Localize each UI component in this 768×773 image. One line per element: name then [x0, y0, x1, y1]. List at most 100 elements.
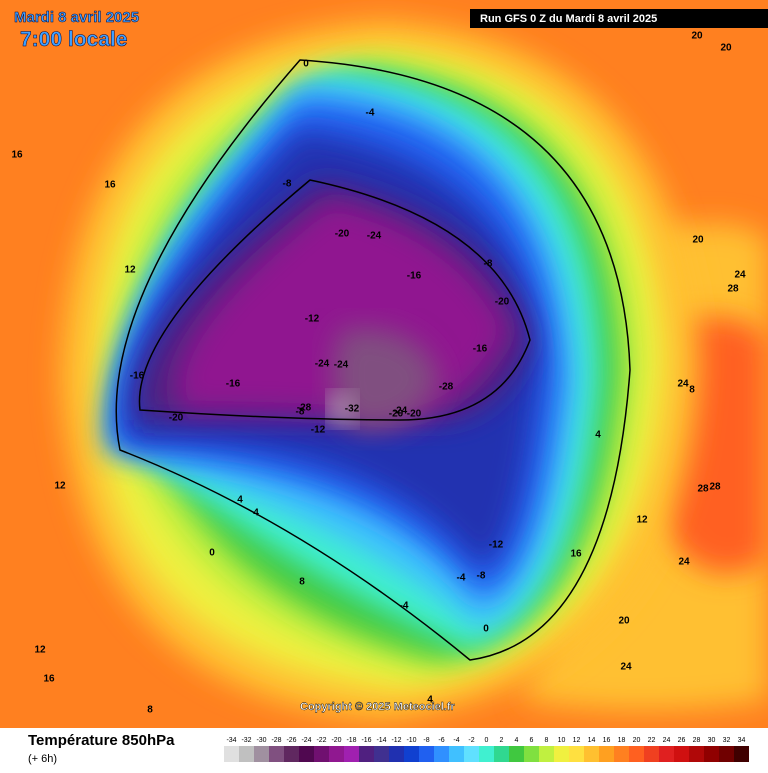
- contour-label: -8: [484, 259, 493, 270]
- colorbar-swatch: [329, 746, 344, 762]
- colorbar-tick-label: 30: [708, 737, 716, 744]
- colorbar-swatch: [479, 746, 494, 762]
- run-info: Run GFS 0 Z du Mardi 8 avril 2025: [480, 13, 657, 25]
- colorbar-tick-label: -26: [286, 737, 296, 744]
- contour-label: 4: [253, 508, 259, 519]
- copyright: Copyright © 2025 Meteociel.fr: [300, 701, 456, 713]
- contour-label: 24: [677, 379, 689, 390]
- colorbar-swatch: [449, 746, 464, 762]
- contour-label: 16: [11, 150, 23, 161]
- colorbar-swatch: [464, 746, 479, 762]
- contour-label: 8: [147, 705, 153, 716]
- colorbar-swatch: [359, 746, 374, 762]
- colorbar-tick-label: 18: [618, 737, 626, 744]
- colorbar-tick-label: -22: [316, 737, 326, 744]
- colorbar-swatch: [494, 746, 509, 762]
- colorbar-swatch: [524, 746, 539, 762]
- contour-label: 20: [692, 235, 704, 246]
- contour-label: -4: [457, 573, 466, 584]
- colorbar-tick-label: -8: [423, 737, 429, 744]
- colorbar-swatch: [314, 746, 329, 762]
- colorbar-tick-label: 10: [558, 737, 566, 744]
- colorbar-tick-label: 14: [588, 737, 596, 744]
- contour-label: -8: [296, 407, 305, 418]
- contour-label: 8: [689, 385, 695, 396]
- contour-label: -12: [489, 540, 504, 551]
- contour-label: -16: [473, 344, 488, 355]
- contour-label: 12: [54, 481, 66, 492]
- colorbar-tick-label: -4: [453, 737, 459, 744]
- colorbar-swatch: [674, 746, 689, 762]
- contour-label: 28: [697, 484, 709, 495]
- contour-label: 0: [483, 624, 489, 635]
- contour-label: 16: [570, 549, 582, 560]
- colorbar-swatch: [569, 746, 584, 762]
- contour-label: -8: [283, 179, 292, 190]
- contour-label: 12: [124, 265, 136, 276]
- colorbar-swatch: [284, 746, 299, 762]
- contour-label: 4: [595, 430, 601, 441]
- temperature-field: [0, 0, 768, 728]
- colorbar-swatch: [614, 746, 629, 762]
- colorbar-swatch: [629, 746, 644, 762]
- contour-label: 28: [727, 284, 739, 295]
- colorbar-tick-label: -10: [406, 737, 416, 744]
- colorbar-tick-label: 2: [500, 737, 504, 744]
- colorbar-tick-label: 20: [633, 737, 641, 744]
- contour-label: -4: [400, 601, 409, 612]
- contour-label: 20: [720, 43, 732, 54]
- contour-label: -24: [334, 360, 349, 371]
- contour-label: -16: [407, 271, 422, 282]
- time: 7:00 locale: [20, 28, 127, 51]
- contour-label: 24: [678, 557, 690, 568]
- contour-label: 24: [734, 270, 746, 281]
- contour-label: 12: [636, 515, 648, 526]
- colorbar-swatch: [254, 746, 269, 762]
- colorbar-tick-label: -30: [256, 737, 266, 744]
- colorbar-swatch: [389, 746, 404, 762]
- contour-label: 20: [618, 616, 630, 627]
- colorbar-swatch: [374, 746, 389, 762]
- contour-label: -12: [311, 425, 326, 436]
- colorbar-tick-label: -12: [391, 737, 401, 744]
- contour-label: -32: [345, 404, 360, 415]
- colorbar-swatch: [404, 746, 419, 762]
- contour-label: -16: [226, 379, 241, 390]
- contour-label: -20: [407, 409, 422, 420]
- contour-label: 24: [620, 662, 632, 673]
- colorbar-tick-label: 26: [678, 737, 686, 744]
- legend-title: Température 850hPa: [28, 732, 175, 749]
- colorbar-swatch: [269, 746, 284, 762]
- contour-label: 20: [691, 31, 703, 42]
- colorbar-swatch: [554, 746, 569, 762]
- colorbar-swatch: [719, 746, 734, 762]
- colorbar-swatch: [434, 746, 449, 762]
- contour-label: -24: [367, 231, 382, 242]
- contour-label: -20: [169, 413, 184, 424]
- colorbar-tick-label: 24: [663, 737, 671, 744]
- colorbar-swatch: [584, 746, 599, 762]
- colorbar-swatch: [539, 746, 554, 762]
- colorbar-tick-label: -14: [376, 737, 386, 744]
- contour-label: -20: [389, 409, 404, 420]
- colorbar-tick-label: 32: [723, 737, 731, 744]
- date: Mardi 8 avril 2025: [14, 9, 139, 26]
- colorbar-swatch: [659, 746, 674, 762]
- colorbar-tick-label: -16: [361, 737, 371, 744]
- contour-label: -24: [315, 359, 330, 370]
- colorbar-swatch: [299, 746, 314, 762]
- contour-label: -20: [495, 297, 510, 308]
- contour-label: 0: [209, 548, 215, 559]
- colorbar-tick-label: -20: [331, 737, 341, 744]
- colorbar-tick-label: 16: [603, 737, 611, 744]
- contour-label: -28: [439, 382, 454, 393]
- colorbar-tick-label: 22: [648, 737, 656, 744]
- colorbar-tick-label: 34: [738, 737, 746, 744]
- contour-label: -8: [477, 571, 486, 582]
- contour-label: 0: [303, 59, 309, 70]
- colorbar-swatch: [734, 746, 749, 762]
- legend-subtitle: (+ 6h): [28, 753, 57, 765]
- colorbar-swatch: [419, 746, 434, 762]
- colorbar-tick-label: -18: [346, 737, 356, 744]
- colorbar-tick-label: -34: [226, 737, 236, 744]
